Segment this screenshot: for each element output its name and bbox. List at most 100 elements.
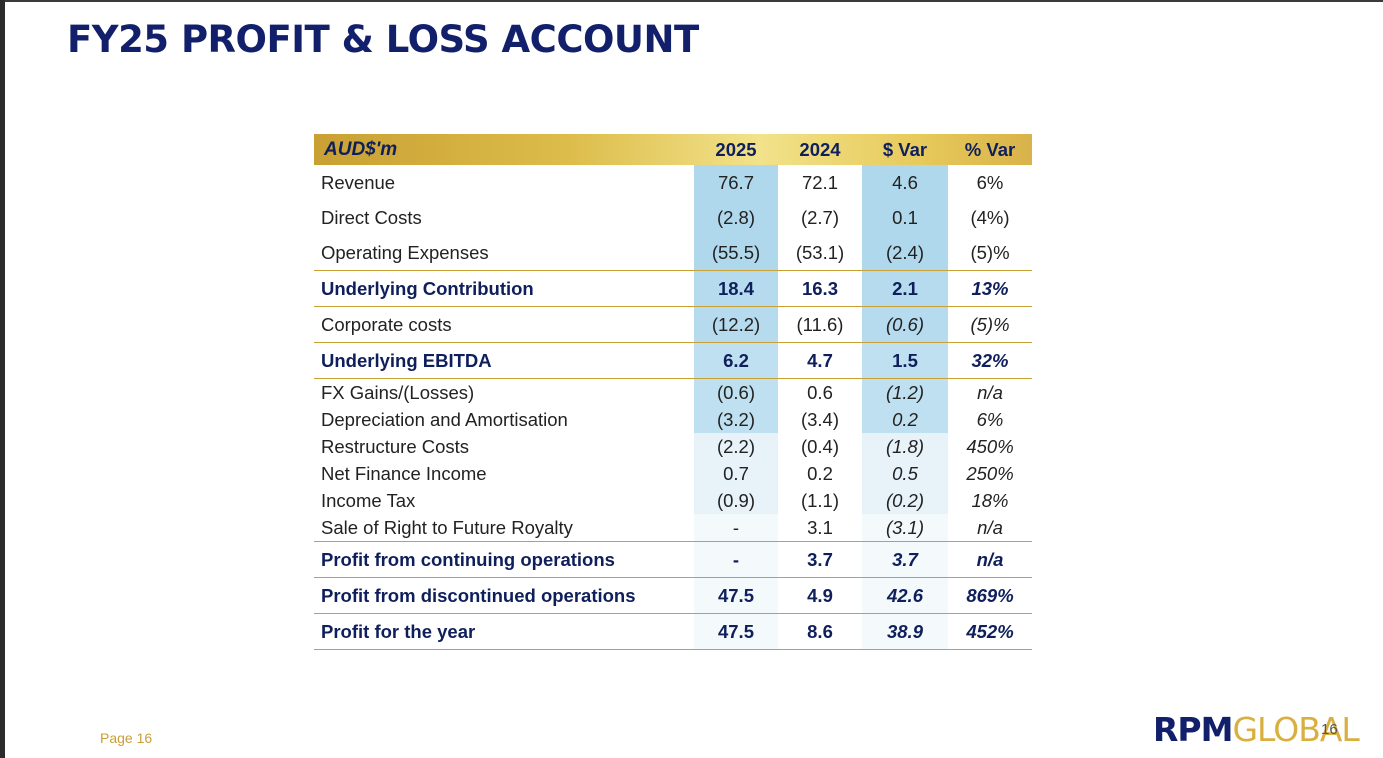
- table-row: FX Gains/(Losses) (0.6) 0.6 (1.2) n/a: [314, 378, 1032, 406]
- value-2024: (11.6): [778, 306, 862, 343]
- value-2024: (3.4): [800, 408, 840, 430]
- table-row: Revenue 76.7 72.1 4.6 6%: [314, 165, 1032, 200]
- value-percent-var: 6%: [976, 408, 1004, 430]
- value-percent-var: 13%: [948, 270, 1032, 307]
- value-dollar-var: (1.8): [862, 433, 948, 460]
- value-dollar-var: 1.5: [862, 342, 948, 379]
- value-2025: -: [694, 541, 778, 578]
- row-label: Underlying EBITDA: [314, 342, 694, 379]
- table-row-total: Profit for the year 47.5 8.6 38.9 452%: [314, 613, 1032, 650]
- table-row: Restructure Costs (2.2) (0.4) (1.8) 450%: [314, 433, 1032, 460]
- table-row: Operating Expenses (55.5) (53.1) (2.4) (…: [314, 235, 1032, 271]
- row-label: Direct Costs: [321, 206, 422, 228]
- window-left-border: [0, 0, 5, 758]
- value-2024: 8.6: [778, 613, 862, 650]
- row-label: Revenue: [321, 171, 396, 193]
- row-label: Underlying Contribution: [314, 270, 694, 307]
- value-2025: (2.8): [694, 200, 778, 235]
- value-2025: (3.2): [694, 406, 778, 433]
- table-row: Direct Costs (2.8) (2.7) 0.1 (4%): [314, 200, 1032, 235]
- value-2024: 0.6: [807, 381, 833, 403]
- value-dollar-var: (0.6): [862, 306, 948, 343]
- profit-loss-table: AUD$'m 2025 2024 $ Var % Var Revenue 76.…: [314, 134, 1032, 650]
- table-row-subtotal: Underlying Contribution 18.4 16.3 2.1 13…: [314, 270, 1032, 307]
- header-2025: 2025: [715, 138, 757, 160]
- value-percent-var: 32%: [948, 342, 1032, 379]
- table-row: Income Tax (0.9) (1.1) (0.2) 18%: [314, 487, 1032, 514]
- value-2024: 16.3: [778, 270, 862, 307]
- value-percent-var: 452%: [948, 613, 1032, 650]
- value-percent-var: 450%: [966, 435, 1014, 457]
- row-label: FX Gains/(Losses): [321, 381, 475, 403]
- window-top-border: [0, 0, 1383, 2]
- table-row: Net Finance Income 0.7 0.2 0.5 250%: [314, 460, 1032, 487]
- table-header-row: AUD$'m 2025 2024 $ Var % Var: [314, 134, 1032, 165]
- value-percent-var: (5)%: [948, 306, 1032, 343]
- value-2025: (55.5): [694, 235, 778, 271]
- row-label: Profit from discontinued operations: [314, 577, 694, 614]
- page-number: 16: [1321, 721, 1338, 738]
- value-dollar-var: (0.2): [862, 487, 948, 514]
- table-row-subtotal: Underlying EBITDA 6.2 4.7 1.5 32%: [314, 342, 1032, 379]
- company-logo: RPMGLOBAL: [1153, 710, 1360, 749]
- row-label: Operating Expenses: [314, 235, 694, 271]
- value-percent-var: 18%: [971, 489, 1009, 511]
- row-label: Income Tax: [321, 489, 416, 511]
- value-dollar-var: 38.9: [862, 613, 948, 650]
- value-dollar-var: (1.2): [862, 378, 948, 406]
- row-label: Profit from continuing operations: [314, 541, 694, 578]
- value-dollar-var: 3.7: [862, 541, 948, 578]
- page-label: Page 16: [100, 730, 153, 746]
- header-percent-var: % Var: [964, 138, 1016, 160]
- table-row-subtotal: Profit from continuing operations - 3.7 …: [314, 541, 1032, 578]
- header-2024: 2024: [799, 138, 841, 160]
- value-2024: 0.2: [807, 462, 833, 484]
- value-dollar-var: 42.6: [862, 577, 948, 614]
- value-percent-var: 869%: [948, 577, 1032, 614]
- value-2025: 0.7: [694, 460, 778, 487]
- value-2025: 76.7: [694, 165, 778, 200]
- value-dollar-var: 0.2: [862, 406, 948, 433]
- header-currency-label: AUD$'m: [324, 138, 398, 160]
- row-label: Net Finance Income: [321, 462, 487, 484]
- value-percent-var: n/a: [948, 514, 1032, 542]
- value-dollar-var: 0.1: [862, 200, 948, 235]
- value-2024: 72.1: [801, 171, 838, 193]
- value-2025: 47.5: [694, 613, 778, 650]
- table-row: Corporate costs (12.2) (11.6) (0.6) (5)%: [314, 306, 1032, 343]
- value-percent-var: n/a: [977, 381, 1003, 403]
- row-label: Profit for the year: [314, 613, 694, 650]
- value-2025: (0.9): [694, 487, 778, 514]
- value-dollar-var: 4.6: [862, 165, 948, 200]
- value-dollar-var: 2.1: [862, 270, 948, 307]
- value-dollar-var: (2.4): [862, 235, 948, 271]
- value-percent-var: n/a: [948, 541, 1032, 578]
- value-2024: 3.1: [778, 514, 862, 542]
- table-row: Sale of Right to Future Royalty - 3.1 (3…: [314, 514, 1032, 542]
- value-dollar-var: (3.1): [862, 514, 948, 542]
- value-2025: (2.2): [694, 433, 778, 460]
- value-2025: (12.2): [694, 306, 778, 343]
- header-dollar-var: $ Var: [882, 138, 928, 160]
- slide-title: FY25 PROFIT & LOSS ACCOUNT: [67, 18, 699, 61]
- value-2025: 18.4: [694, 270, 778, 307]
- row-label: Depreciation and Amortisation: [321, 408, 568, 430]
- row-label: Restructure Costs: [321, 435, 470, 457]
- value-2025: 6.2: [694, 342, 778, 379]
- value-percent-var: 6%: [976, 171, 1004, 193]
- row-label: Corporate costs: [314, 306, 694, 343]
- value-percent-var: (5)%: [948, 235, 1032, 271]
- table-row: Depreciation and Amortisation (3.2) (3.4…: [314, 406, 1032, 433]
- value-percent-var: (4%): [970, 206, 1010, 228]
- logo-global: GLOBAL: [1232, 710, 1359, 749]
- value-2024: 4.9: [778, 577, 862, 614]
- table-row-subtotal: Profit from discontinued operations 47.5…: [314, 577, 1032, 614]
- row-label: Sale of Right to Future Royalty: [314, 514, 694, 542]
- value-dollar-var: 0.5: [862, 460, 948, 487]
- value-2024: 3.7: [778, 541, 862, 578]
- logo-rpm: RPM: [1153, 710, 1233, 749]
- value-2024: (53.1): [778, 235, 862, 271]
- value-2024: (0.4): [800, 435, 840, 457]
- value-2024: 4.7: [778, 342, 862, 379]
- value-2024: (1.1): [800, 489, 840, 511]
